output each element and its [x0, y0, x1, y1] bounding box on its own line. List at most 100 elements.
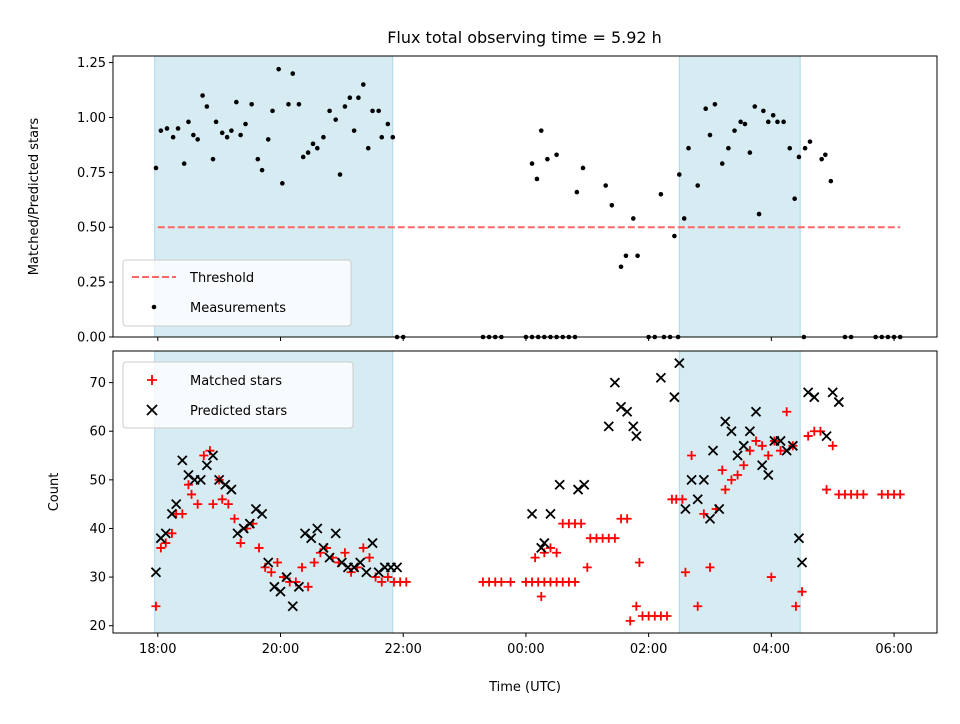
matched-star-point — [358, 543, 368, 553]
predicted-star-point — [704, 513, 716, 524]
measurement-point — [342, 104, 348, 109]
measurement-point — [296, 101, 302, 107]
measurement-point — [204, 104, 210, 109]
matched-star-point — [726, 475, 736, 485]
matched-star-point — [625, 616, 635, 626]
measurement-point — [618, 264, 624, 270]
predicted-star-point — [833, 396, 844, 408]
predicted-star-point — [201, 460, 213, 471]
matched-star-point — [622, 514, 632, 524]
measurement-point — [765, 119, 771, 125]
plot-frame — [112, 55, 938, 338]
predicted-star-point — [732, 450, 743, 461]
predicted-star-point — [318, 542, 329, 554]
predicted-star-point — [232, 528, 243, 539]
measurement-point — [792, 196, 797, 201]
measurement-point — [796, 154, 802, 160]
matched-star-point — [383, 572, 393, 582]
matched-star-point — [822, 485, 832, 495]
predicted-star-point — [669, 392, 680, 403]
matched-star-point — [631, 601, 641, 611]
measurement-point — [276, 66, 281, 72]
predicted-star-point — [698, 474, 709, 485]
matched-star-point — [193, 499, 203, 509]
x-tick-label: 18:00 — [139, 642, 176, 657]
matched-star-point — [815, 426, 825, 436]
predicted-star-point — [220, 479, 231, 490]
predicted-star-point — [150, 567, 162, 578]
matched-star-point — [680, 567, 690, 577]
predicted-star-point — [336, 557, 347, 568]
measurement-point — [379, 134, 385, 140]
legend-matched-label: Matched stars — [190, 374, 282, 389]
measurement-point — [213, 119, 219, 125]
matched-star-point — [803, 431, 813, 441]
measurement-point — [305, 150, 311, 155]
predicted-star-point — [793, 533, 805, 544]
predicted-star-point — [269, 581, 280, 592]
measurement-point — [686, 145, 691, 151]
predicted-star-point — [250, 503, 262, 515]
predicted-star-point — [324, 552, 335, 563]
measurement-point — [153, 165, 159, 171]
measurement-point — [677, 172, 682, 177]
predicted-star-point — [714, 503, 725, 515]
matched-star-point — [705, 562, 715, 572]
y-tick-label: 1.00 — [77, 111, 106, 126]
predicted-star-point — [628, 421, 639, 432]
predicted-star-point — [539, 537, 550, 549]
predicted-star-point — [572, 484, 584, 495]
matched-star-point — [340, 548, 350, 558]
y-tick-label: 50 — [89, 473, 106, 488]
predicted-star-point — [263, 557, 274, 568]
x-tick-label: 20:00 — [262, 642, 299, 657]
measurement-point — [210, 156, 216, 162]
measurement-point — [726, 145, 731, 151]
predicted-star-point — [692, 494, 703, 505]
matched-star-point — [364, 553, 374, 563]
y-tick-label: 0.25 — [77, 276, 106, 291]
predicted-star-point — [554, 479, 565, 490]
legend-predicted-label: Predicted stars — [190, 404, 287, 419]
matched-star-point — [272, 558, 282, 567]
matched-star-point — [717, 465, 727, 475]
measurement-point — [286, 101, 291, 107]
matched-star-point — [739, 460, 749, 470]
shaded-interval — [679, 56, 801, 337]
matched-star-point — [858, 489, 868, 499]
matched-star-point — [677, 494, 687, 504]
predicted-star-point — [757, 460, 768, 471]
x-tick-label: 22:00 — [384, 642, 421, 657]
matched-star-point — [720, 485, 730, 495]
matched-star-point — [217, 494, 227, 504]
measurement-point — [742, 121, 748, 127]
measurement-point — [538, 128, 544, 133]
x-tick-label: 00:00 — [507, 642, 544, 657]
matched-star-point — [530, 553, 540, 563]
legend: Matched stars Predicted stars — [122, 361, 354, 429]
measurement-point — [534, 176, 540, 182]
measurement-point — [243, 121, 248, 127]
measurement-point — [770, 112, 776, 118]
measurement-point — [747, 150, 753, 155]
predicted-star-point — [821, 430, 832, 442]
measurement-point — [390, 134, 396, 140]
matched-star-point — [570, 577, 580, 587]
predicted-star-point — [281, 571, 292, 583]
matched-star-point — [183, 480, 193, 490]
matched-star-point — [506, 577, 516, 587]
measurement-point — [280, 181, 285, 186]
measurement-point — [658, 192, 664, 197]
measurement-point — [191, 132, 196, 138]
matched-star-point — [610, 533, 620, 543]
matched-star-point — [236, 538, 246, 548]
x-tick-label: 06:00 — [875, 642, 912, 657]
legend-measurement-swatch — [151, 304, 157, 310]
predicted-star-point — [763, 469, 774, 481]
predicted-star-point — [707, 445, 719, 456]
measurement-point — [195, 137, 200, 142]
plot-frame — [112, 350, 938, 634]
predicted-star-point — [781, 445, 792, 456]
matched-star-point — [536, 592, 546, 602]
